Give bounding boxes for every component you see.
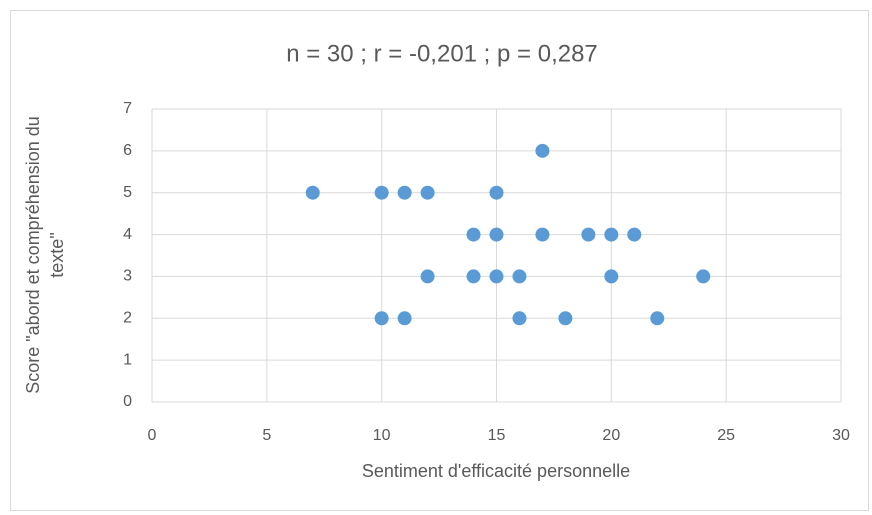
y-axis-title: Score "abord et compréhension du texte" (23, 116, 67, 394)
y-tick-label: 5 (123, 184, 132, 201)
point (420, 269, 435, 284)
y-tick-label: 3 (123, 268, 132, 285)
point (535, 227, 550, 242)
x-tick-label: 0 (148, 427, 157, 444)
chart-title: n = 30 ; r = -0,201 ; p = 0,287 (286, 40, 598, 67)
point (581, 227, 596, 242)
point (604, 227, 619, 242)
x-tick-label: 25 (717, 427, 735, 444)
point (604, 269, 619, 284)
y-tick-label: 0 (123, 393, 132, 410)
point (512, 311, 527, 326)
x-axis-title: Sentiment d'efficacité personnelle (362, 461, 630, 481)
y-axis-title-line: texte" (47, 232, 67, 277)
point (420, 185, 435, 200)
y-tick-label: 4 (123, 226, 132, 243)
x-tick-label: 20 (602, 427, 620, 444)
y-axis-title-line: Score "abord et compréhension du (23, 116, 43, 394)
point (466, 269, 481, 284)
point (489, 227, 504, 242)
y-tick-label: 2 (123, 310, 132, 327)
y-tick-label: 6 (123, 142, 132, 159)
point (489, 185, 504, 200)
point (374, 185, 389, 200)
point (397, 311, 412, 326)
point (397, 185, 412, 200)
point (650, 311, 665, 326)
point (466, 227, 481, 242)
point (696, 269, 711, 284)
point (305, 185, 320, 200)
y-tick-label: 7 (123, 100, 132, 117)
y-tick-label: 1 (123, 351, 132, 368)
point (489, 269, 504, 284)
point (627, 227, 642, 242)
point (558, 311, 573, 326)
point (535, 143, 550, 158)
x-tick-label: 5 (262, 427, 271, 444)
point (512, 269, 527, 284)
point (374, 311, 389, 326)
x-tick-label: 30 (832, 427, 850, 444)
x-tick-label: 15 (488, 427, 506, 444)
chart-border (10, 10, 869, 511)
x-tick-label: 10 (373, 427, 391, 444)
